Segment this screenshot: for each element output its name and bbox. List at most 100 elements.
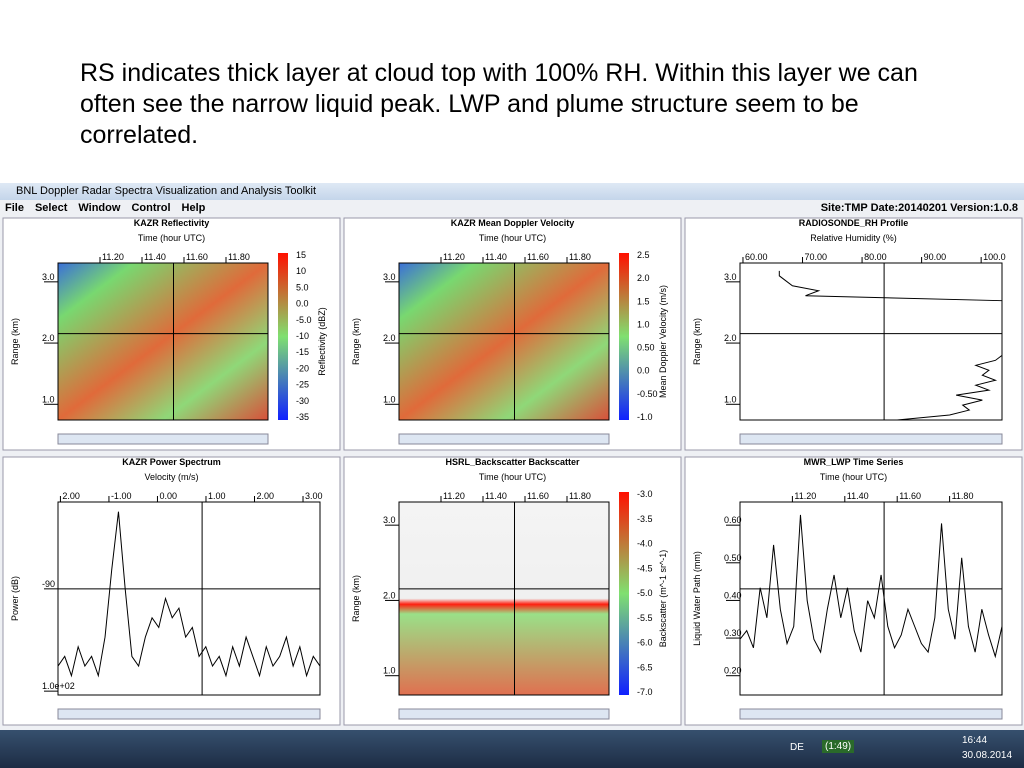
- colorbar-tick-label: -7.0: [637, 687, 653, 697]
- app-window: BNL Doppler Radar Spectra Visualization …: [0, 183, 1024, 730]
- x-tick-label: 11.80: [569, 491, 591, 501]
- plot-area: [739, 262, 1003, 421]
- panels: KAZR Reflectivity Time (hour UTC) 11.20 11.…: [2, 217, 1023, 726]
- x-tick-label: 70.00: [805, 252, 828, 262]
- x-tick-label: 11.80: [569, 252, 591, 262]
- x-tick-label: 11.20: [443, 491, 465, 501]
- x-tick-label: 11.60: [527, 252, 549, 262]
- scrollbar: [57, 708, 321, 720]
- menu-item[interactable]: Control: [131, 202, 171, 214]
- taskbar: DE (1:49) 16:44 30.08.2014: [0, 730, 1024, 768]
- x-axis-label: Time (hour UTC): [138, 233, 205, 243]
- x-axis-label: Time (hour UTC): [479, 472, 546, 482]
- status: Site:TMP Date:20140201 Version:1.0.8: [820, 202, 1018, 214]
- colorbar-tick-label: -5.0: [637, 588, 653, 598]
- title-bar: BNL Doppler Radar Spectra Visualization …: [0, 183, 1024, 200]
- y-axis-label: Liquid Water Path (mm): [692, 551, 702, 646]
- panel: KAZR Mean Doppler Velocity Time (hour UTC…: [343, 217, 682, 451]
- y-tick-label: 1.0: [383, 394, 396, 404]
- x-tick-label: 100.0: [983, 252, 1006, 262]
- x-tick-label: 11.60: [186, 252, 208, 262]
- x-tick-label: 11.20: [102, 252, 124, 262]
- colorbar-tick-label: -15: [296, 347, 309, 357]
- colorbar: [619, 253, 629, 420]
- x-tick-label: 90.00: [924, 252, 947, 262]
- scrollbar: [739, 708, 1003, 720]
- x-tick-label: 0.00: [159, 491, 177, 501]
- x-tick-label: 1.00: [208, 491, 226, 501]
- colorbar: [619, 492, 629, 695]
- y-axis-label: Power (dB): [10, 576, 20, 621]
- y-tick-label: 1.0: [724, 394, 737, 404]
- curve: [739, 514, 1003, 659]
- menu-item[interactable]: File: [5, 202, 24, 214]
- y-axis-label: Range (km): [351, 318, 361, 365]
- menu-item[interactable]: Window: [78, 202, 121, 214]
- colorbar-tick-label: -6.0: [637, 638, 653, 648]
- y-tick-label: 3.0: [383, 515, 396, 525]
- panel: KAZR Power Spectrum Velocity (m/s) 2.00 -1.…: [2, 456, 341, 726]
- window-title: BNL Doppler Radar Spectra Visualization …: [16, 185, 317, 197]
- colorbar-tick-label: 0.50: [637, 343, 655, 353]
- x-tick-label: 11.60: [899, 491, 921, 501]
- panel: KAZR Reflectivity Time (hour UTC) 11.20 11.…: [2, 217, 341, 451]
- plot-area: [398, 262, 610, 421]
- colorbar-tick-label: -20: [296, 363, 309, 373]
- plot-area: [57, 262, 269, 421]
- y-tick-label: 0.20: [724, 666, 742, 676]
- panel-title: MWR_LWP Time Series: [804, 457, 904, 467]
- curve: [57, 511, 321, 678]
- y-tick-label: 2.0: [724, 333, 737, 343]
- menu-bar: File Select Window Control Help Site:TMP Date…: [0, 200, 1024, 216]
- colorbar-tick-label: -3.5: [637, 514, 653, 524]
- x-axis-label: Time (hour UTC): [479, 233, 546, 243]
- menu-item[interactable]: Select: [34, 202, 68, 214]
- x-axis-label: Relative Humidity (%): [810, 233, 897, 243]
- scrollbar: [57, 433, 269, 445]
- x-tick-label: 2.00: [257, 491, 275, 501]
- colorbar-tick-label: -3.0: [637, 489, 653, 499]
- x-tick-label: 3.00: [305, 491, 323, 501]
- y-tick-label: 1.0: [42, 394, 55, 404]
- colorbar-tick-label: 15: [296, 250, 306, 260]
- colorbar-tick-label: 0.0: [637, 366, 650, 376]
- panel: RADIOSONDE_RH Profile Relative Humidity (…: [684, 217, 1023, 451]
- y-axis-label: Range (km): [351, 575, 361, 622]
- panel-title: KAZR Power Spectrum: [122, 457, 221, 467]
- colorbar-tick-label: -30: [296, 396, 309, 406]
- colorbar-tick-label: 1.5: [637, 296, 650, 306]
- battery: (1:49): [822, 740, 855, 753]
- scrollbar: [739, 433, 1003, 445]
- y-tick-label: 2.0: [383, 333, 396, 343]
- clock: 16:44: [962, 735, 988, 746]
- colorbar-tick-label: 2.0: [637, 273, 650, 283]
- x-tick-label: 11.40: [847, 491, 869, 501]
- x-tick-label: 11.80: [228, 252, 250, 262]
- colorbar: [278, 253, 288, 420]
- plot-area: [398, 501, 610, 696]
- colorbar-tick-label: 1.0: [637, 319, 650, 329]
- y-tick-label: 0.60: [724, 515, 742, 525]
- x-tick-label: 11.60: [527, 491, 549, 501]
- x-tick-label: 11.40: [485, 491, 507, 501]
- menu-item[interactable]: Help: [181, 202, 206, 214]
- x-tick-label: -1.00: [111, 491, 132, 501]
- panel: MWR_LWP Time Series Time (hour UTC) 11.20 1…: [684, 456, 1023, 726]
- colorbar-tick-label: -35: [296, 412, 309, 422]
- x-axis-label: Time (hour UTC): [820, 472, 887, 482]
- colorbar-tick-label: -1.0: [637, 412, 653, 422]
- y-tick-label: 0.50: [724, 553, 742, 563]
- y-tick-label: 0.40: [724, 590, 742, 600]
- y-tick-label: 2.0: [383, 590, 396, 600]
- curve: [778, 270, 1003, 421]
- y-tick-label: 0.30: [724, 628, 742, 638]
- panel-title: KAZR Reflectivity: [134, 218, 210, 228]
- y-tick-label: -90: [42, 579, 55, 589]
- colorbar-label: Reflectivity (dBZ): [317, 307, 327, 376]
- x-tick-label: 11.40: [144, 252, 166, 262]
- colorbar-tick-label: 10: [296, 266, 306, 276]
- y-tick-label: 1.0: [383, 666, 396, 676]
- colorbar-tick-label: -6.5: [637, 662, 653, 672]
- x-tick-label: 11.20: [794, 491, 816, 501]
